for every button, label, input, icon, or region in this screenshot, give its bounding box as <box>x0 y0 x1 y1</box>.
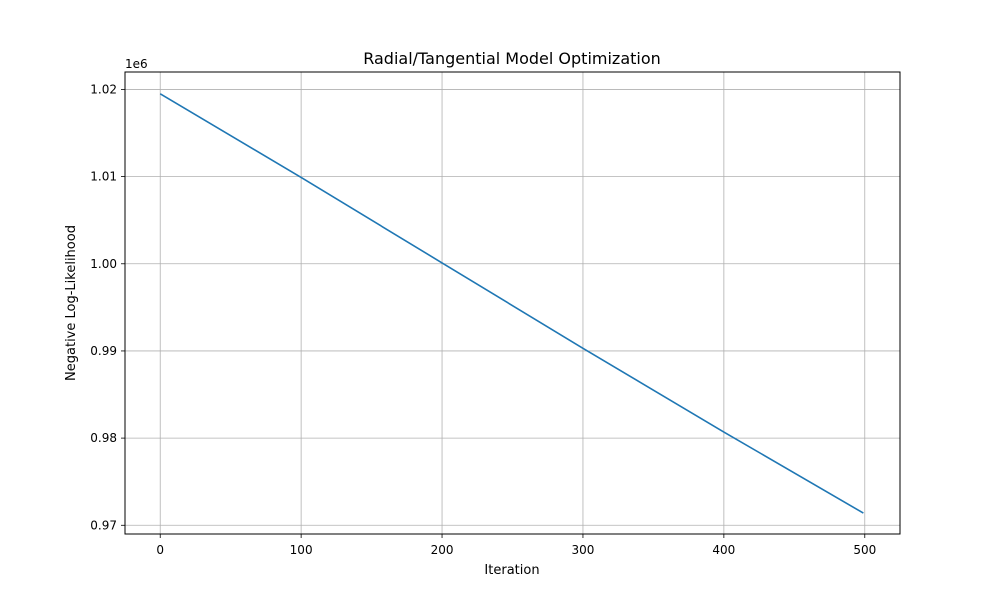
y-axis-label: Negative Log-Likelihood <box>64 225 79 381</box>
x-tick-label: 400 <box>712 543 735 557</box>
series-layer <box>159 93 864 514</box>
x-axis-ticks: 0 100 200 300 400 500 <box>156 534 876 557</box>
grid-lines <box>125 72 900 534</box>
x-tick-label: 0 <box>156 543 164 557</box>
series-line <box>159 93 864 514</box>
x-tick-label: 100 <box>290 543 313 557</box>
y-axis-ticks: 0.97 0.98 0.99 1.00 1.01 1.02 <box>90 82 125 532</box>
y-tick-label: 0.97 <box>90 518 117 532</box>
y-tick-label: 1.00 <box>90 257 117 271</box>
x-tick-label: 500 <box>853 543 876 557</box>
plot-area-frame <box>124 71 901 535</box>
x-axis-label: Iteration <box>484 563 539 578</box>
y-axis-offset-label: 1e6 <box>125 57 148 71</box>
x-tick-label: 200 <box>431 543 454 557</box>
x-tick-label: 300 <box>572 543 595 557</box>
y-tick-label: 1.01 <box>90 170 117 184</box>
y-tick-label: 0.99 <box>90 344 117 358</box>
chart-title: Radial/Tangential Model Optimization <box>363 49 661 68</box>
y-tick-label: 0.98 <box>90 431 117 445</box>
y-tick-label: 1.02 <box>90 82 117 96</box>
